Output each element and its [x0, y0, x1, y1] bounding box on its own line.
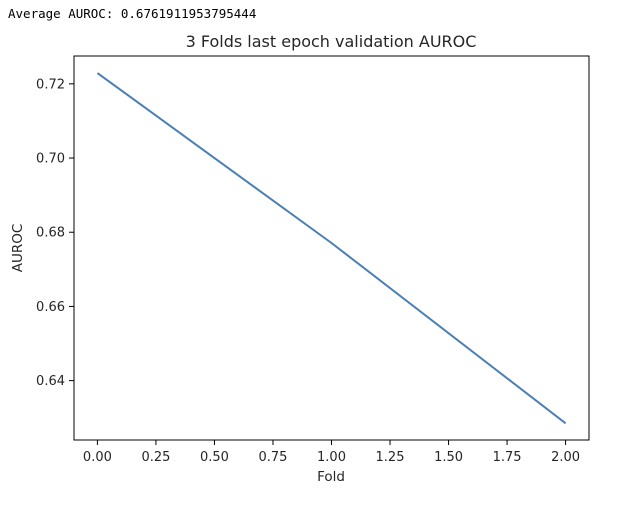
x-tick-label: 1.75: [493, 450, 522, 465]
y-axis-label: AUROC: [10, 224, 26, 273]
x-tick-label: 2.00: [551, 450, 580, 465]
x-axis-label: Fold: [317, 469, 345, 485]
series-line: [96, 72, 567, 425]
y-tick-label: 0.70: [36, 152, 65, 167]
x-tick-label: 0.50: [200, 450, 229, 465]
y-tick-label: 0.64: [36, 374, 65, 389]
x-tick-label: 0.75: [259, 450, 288, 465]
series-group: [96, 72, 567, 425]
x-axis: 0.00 0.25 0.50 0.75 1.00 1.25 1.50 1.75 2.00: [83, 440, 580, 465]
x-tick-label: 1.25: [376, 450, 405, 465]
x-tick-label: 1.50: [434, 450, 463, 465]
y-tick-label: 0.68: [36, 226, 65, 241]
stdout-text: Average AUROC: 0.6761911953795444: [8, 6, 257, 21]
x-tick-label: 0.00: [83, 450, 112, 465]
y-tick-label: 0.72: [36, 77, 65, 92]
chart-title: 3 Folds last epoch validation AUROC: [186, 32, 477, 51]
x-tick-label: 0.25: [141, 450, 170, 465]
y-tick-label: 0.66: [36, 300, 65, 315]
y-axis: 0.64 0.66 0.68 0.70 0.72: [36, 77, 74, 389]
x-tick-label: 1.00: [317, 450, 346, 465]
